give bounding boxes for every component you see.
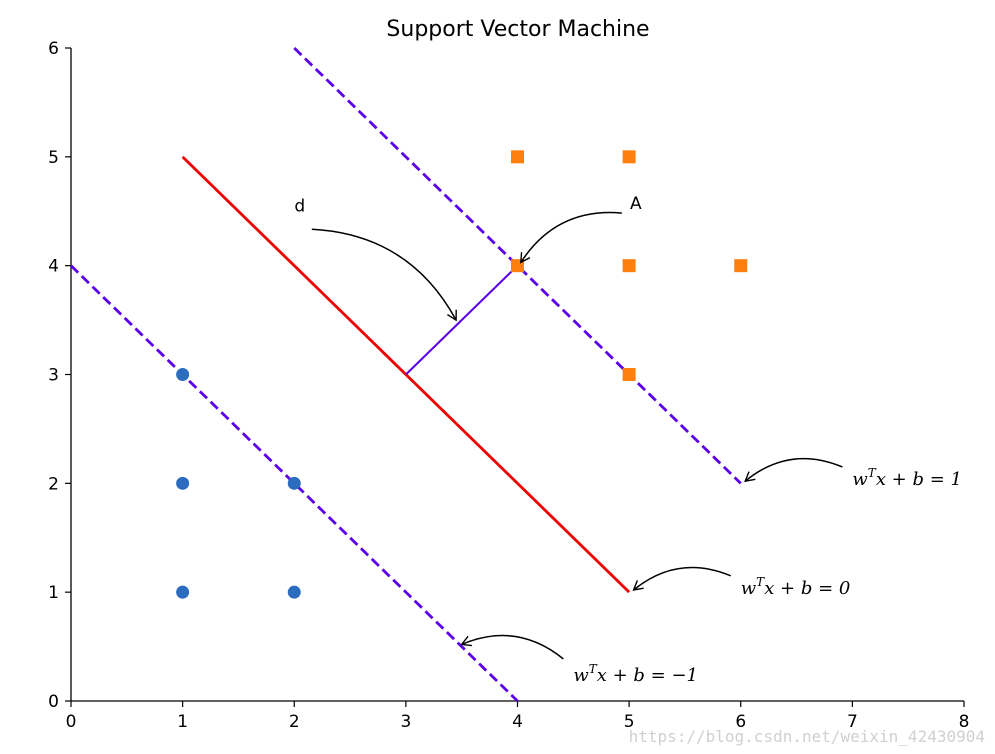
x-tick-label: 1 <box>177 712 188 732</box>
lines-layer <box>70 46 742 703</box>
y-tick-label: 3 <box>48 366 59 386</box>
x-tick-label: 3 <box>400 712 411 732</box>
eq-base: w <box>852 469 868 490</box>
circle-point <box>176 476 190 490</box>
eq-rest: x + b = −1 <box>597 665 698 686</box>
eq-base: w <box>573 665 589 686</box>
square-point <box>734 259 748 273</box>
annotation-arrow-eq-plus <box>744 457 843 483</box>
annotation-arrow-eq-zero <box>632 566 732 591</box>
square-point <box>622 259 636 273</box>
annotation-arrow-eq-minus <box>460 634 564 660</box>
x-tick-label: 2 <box>289 712 300 732</box>
distance-line <box>405 264 519 376</box>
x-tick-label: 4 <box>512 712 523 732</box>
circle-point <box>176 368 190 381</box>
y-tick-label: 1 <box>48 583 59 603</box>
annotation-arrow-A <box>520 211 622 264</box>
points-layer <box>176 150 748 599</box>
circle-point <box>176 585 190 599</box>
annotation-A: A <box>630 194 642 214</box>
x-tick-label: 0 <box>66 712 77 732</box>
x-tick-label: 5 <box>624 712 635 732</box>
axes: 0 1 2 3 4 5 6 7 8 0 1 2 3 4 5 6 <box>48 39 969 732</box>
x-tick-label: 7 <box>847 712 858 732</box>
chart-title: Support Vector Machine <box>386 17 649 42</box>
eq-sup: T <box>756 575 765 589</box>
eq-sup: T <box>868 466 877 480</box>
square-point <box>622 368 636 381</box>
plus-margin-line <box>293 46 742 485</box>
eq-sup: T <box>589 662 598 676</box>
x-tick-label: 6 <box>735 712 746 732</box>
annotation-eq-zero: wTx + b = 0 <box>741 575 851 599</box>
watermark: https://blog.csdn.net/weixin_42430904 <box>629 727 985 746</box>
minus-margin-line <box>70 264 519 703</box>
annotation-arrow-d <box>311 228 457 322</box>
annotation-d: d <box>294 196 305 216</box>
x-tick-label: 8 <box>959 712 970 732</box>
y-tick-label: 0 <box>48 692 59 712</box>
eq-base: w <box>741 578 757 599</box>
annotation-eq-plus: wTx + b = 1 <box>852 466 962 490</box>
annotation-eq-minus: wTx + b = −1 <box>573 662 698 686</box>
y-tick-label: 6 <box>48 39 59 59</box>
square-point <box>622 150 636 164</box>
circle-point <box>287 585 301 599</box>
circle-point <box>287 476 301 490</box>
y-tick-label: 4 <box>48 257 59 277</box>
y-tick-label: 2 <box>48 474 59 494</box>
square-point <box>511 150 524 164</box>
eq-rest: x + b = 0 <box>764 578 850 599</box>
y-tick-label: 5 <box>48 148 59 168</box>
eq-rest: x + b = 1 <box>876 469 962 490</box>
